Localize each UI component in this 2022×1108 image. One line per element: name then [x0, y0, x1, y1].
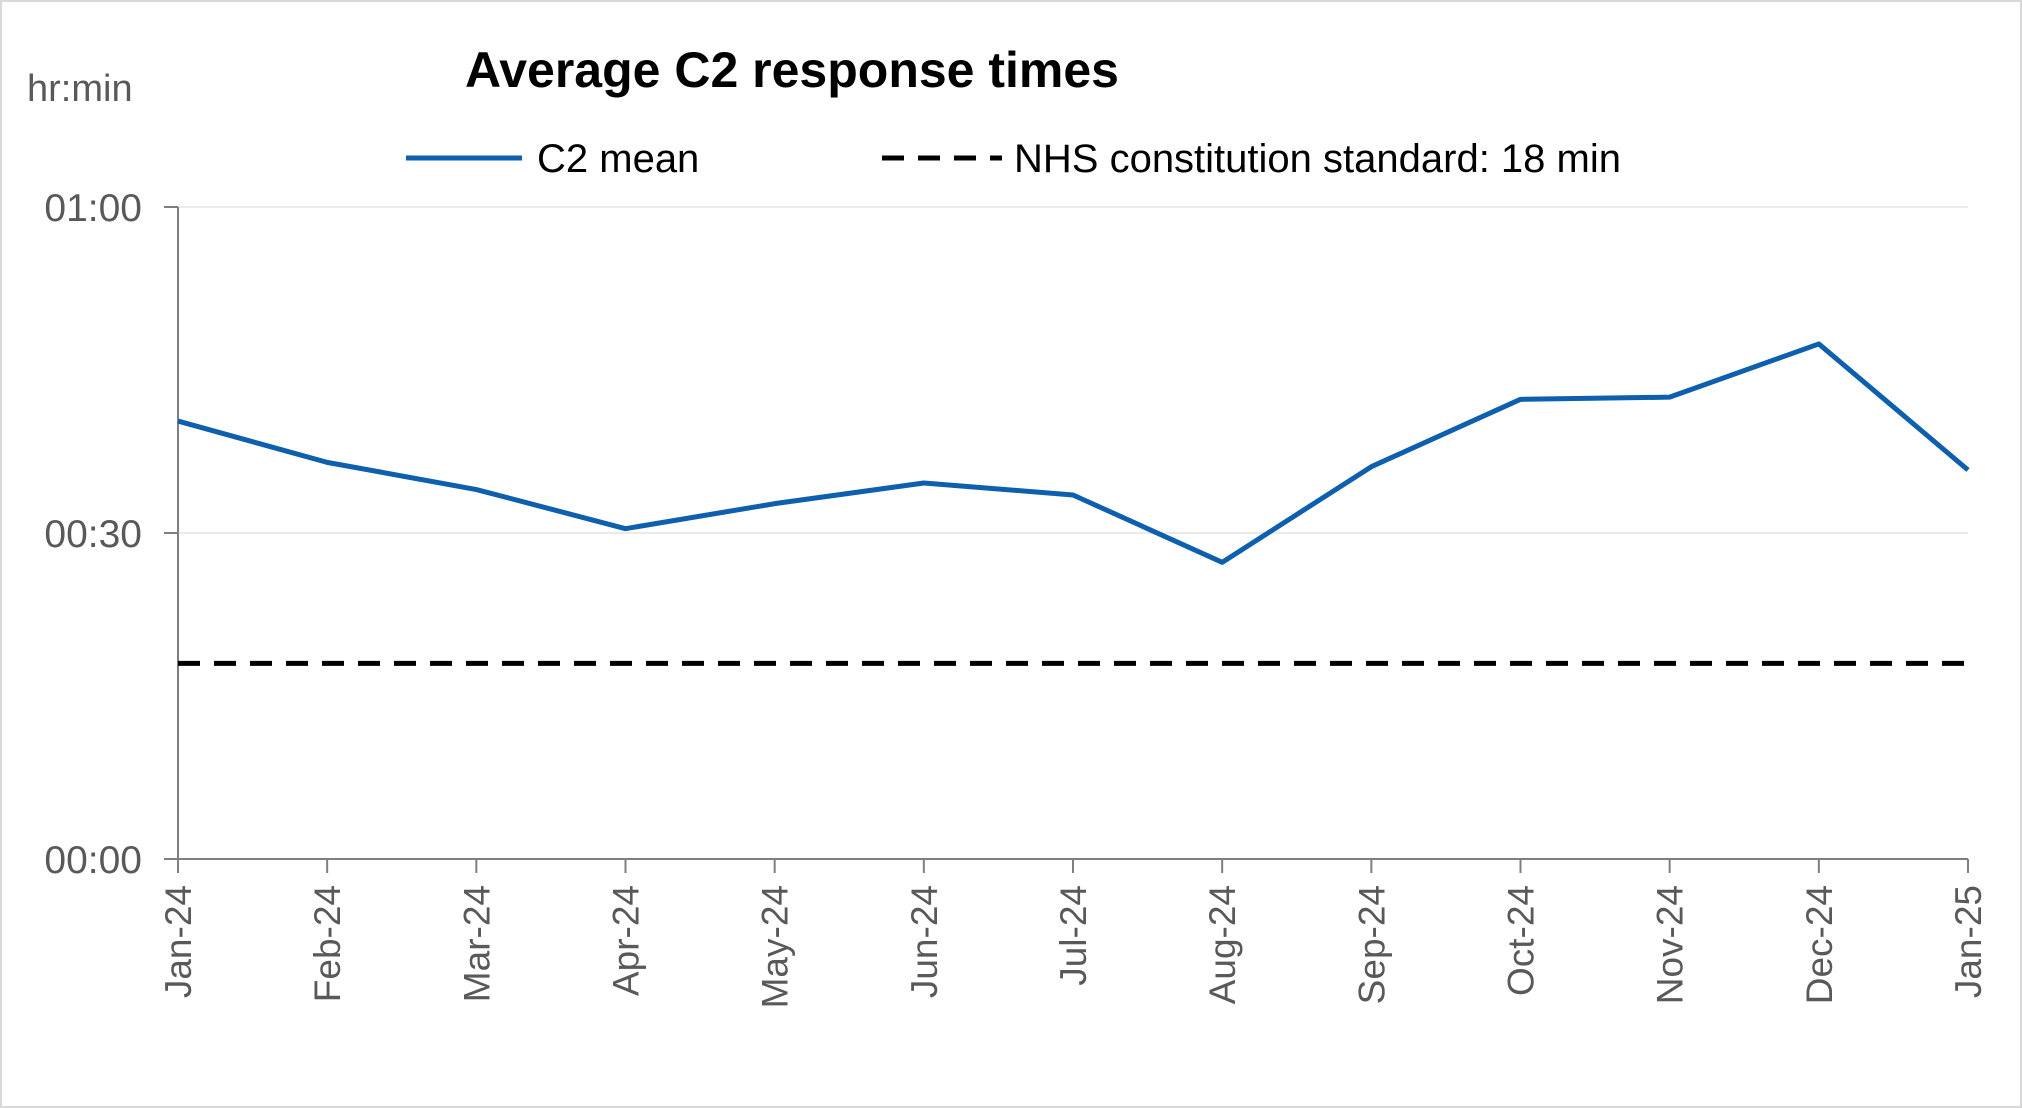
legend: C2 mean NHS constitution standard: 18 min [406, 137, 1621, 181]
chart-title: Average C2 response times [465, 42, 1119, 98]
x-axis-ticks: Jan-24 Feb-24 Mar-24 Apr-24 May-24 Jun-24 Jul-… [158, 859, 1989, 1008]
series-layer [177, 341, 1970, 666]
x-tick-label-4: May-24 [755, 885, 796, 1008]
y-axis-ticks: 00:00 00:30 01:00 [44, 187, 178, 882]
series-line-0 [177, 341, 1970, 565]
legend-label-1: NHS constitution standard: 18 min [1014, 137, 1621, 181]
gridlines [178, 206, 1968, 534]
y-tick-label-1: 00:30 [44, 513, 142, 556]
x-tick-label-7: Aug-24 [1202, 885, 1243, 1004]
x-tick-label-11: Dec-24 [1799, 885, 1840, 1004]
x-tick-label-10: Nov-24 [1650, 885, 1691, 1004]
y-axis-unit-label: hr:min [27, 68, 133, 110]
y-tick-label-2: 01:00 [44, 187, 142, 230]
x-tick-label-12: Jan-25 [1948, 885, 1989, 998]
x-tick-label-5: Jun-24 [904, 885, 945, 998]
x-tick-label-1: Feb-24 [307, 885, 348, 1002]
x-tick-label-0: Jan-24 [158, 885, 199, 998]
x-tick-label-9: Oct-24 [1501, 885, 1542, 996]
x-tick-label-2: Mar-24 [456, 885, 497, 1002]
x-tick-label-6: Jul-24 [1053, 885, 1094, 986]
x-tick-label-8: Sep-24 [1351, 885, 1392, 1004]
x-tick-label-3: Apr-24 [606, 885, 647, 996]
legend-label-0: C2 mean [537, 137, 699, 181]
y-tick-label-0: 00:00 [44, 839, 142, 882]
